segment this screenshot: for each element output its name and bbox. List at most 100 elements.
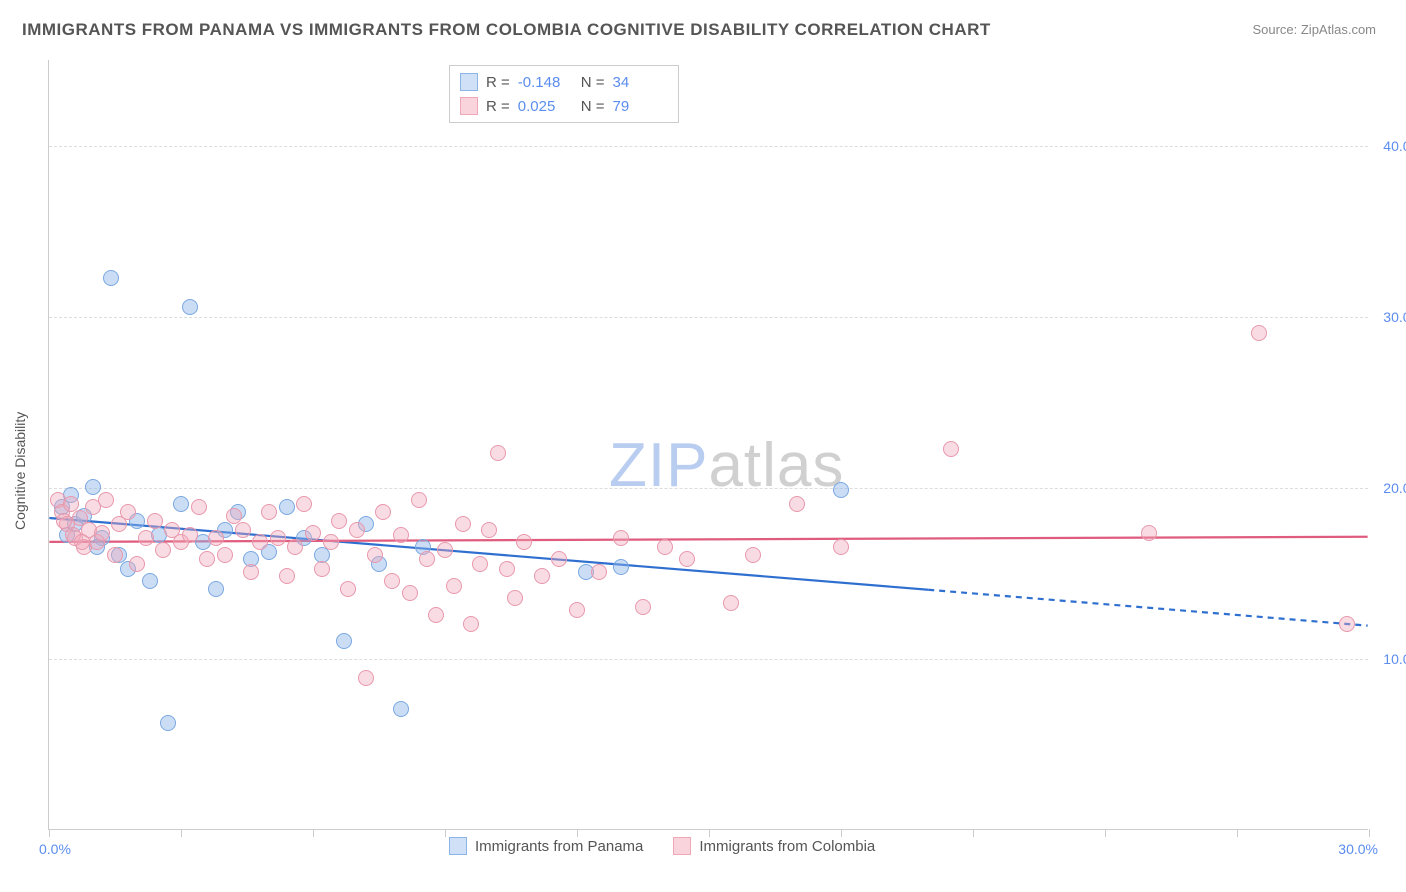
data-point bbox=[723, 595, 739, 611]
legend-label-panama: Immigrants from Panama bbox=[475, 838, 643, 855]
data-point bbox=[155, 542, 171, 558]
data-point bbox=[428, 607, 444, 623]
data-point bbox=[591, 564, 607, 580]
data-point bbox=[635, 599, 651, 615]
watermark-zip: ZIP bbox=[609, 431, 708, 500]
data-point bbox=[107, 547, 123, 563]
data-point bbox=[182, 527, 198, 543]
n-label: N = bbox=[581, 98, 605, 115]
data-point bbox=[358, 670, 374, 686]
data-point bbox=[142, 573, 158, 589]
data-point bbox=[287, 539, 303, 555]
data-point bbox=[340, 581, 356, 597]
gridline bbox=[49, 317, 1368, 318]
data-point bbox=[279, 568, 295, 584]
data-point bbox=[679, 551, 695, 567]
data-point bbox=[305, 525, 321, 541]
r-label: R = bbox=[486, 74, 510, 91]
y-tick-label: 10.0% bbox=[1383, 651, 1406, 667]
data-point bbox=[613, 530, 629, 546]
data-point bbox=[199, 551, 215, 567]
gridline bbox=[49, 146, 1368, 147]
data-point bbox=[323, 534, 339, 550]
r-value-colombia: 0.025 bbox=[518, 98, 573, 115]
data-point bbox=[499, 561, 515, 577]
correlation-legend: R = -0.148 N = 34 R = 0.025 N = 79 bbox=[449, 65, 679, 123]
data-point bbox=[446, 578, 462, 594]
data-point bbox=[393, 701, 409, 717]
data-point bbox=[296, 496, 312, 512]
data-point bbox=[833, 482, 849, 498]
data-point bbox=[191, 499, 207, 515]
y-tick-label: 20.0% bbox=[1383, 480, 1406, 496]
r-label: R = bbox=[486, 98, 510, 115]
data-point bbox=[375, 504, 391, 520]
data-point bbox=[85, 479, 101, 495]
data-point bbox=[208, 530, 224, 546]
data-point bbox=[331, 513, 347, 529]
y-axis-label: Cognitive Disability bbox=[12, 412, 28, 530]
data-point bbox=[419, 551, 435, 567]
data-point bbox=[613, 559, 629, 575]
watermark: ZIPatlas bbox=[609, 430, 844, 501]
regression-lines bbox=[49, 60, 1368, 829]
chart-title: IMMIGRANTS FROM PANAMA VS IMMIGRANTS FRO… bbox=[22, 20, 991, 40]
data-point bbox=[314, 561, 330, 577]
data-point bbox=[472, 556, 488, 572]
legend-label-colombia: Immigrants from Colombia bbox=[699, 838, 875, 855]
gridline bbox=[49, 659, 1368, 660]
data-point bbox=[1339, 616, 1355, 632]
data-point bbox=[147, 513, 163, 529]
data-point bbox=[74, 534, 90, 550]
swatch-pink-icon bbox=[460, 97, 478, 115]
legend-item-colombia: Immigrants from Colombia bbox=[673, 837, 875, 855]
x-tick bbox=[49, 829, 50, 837]
x-tick bbox=[1237, 829, 1238, 837]
plot-area: ZIPatlas R = -0.148 N = 34 R = 0.025 N =… bbox=[48, 60, 1368, 830]
x-tick bbox=[577, 829, 578, 837]
legend-row-colombia: R = 0.025 N = 79 bbox=[460, 94, 668, 118]
n-value-colombia: 79 bbox=[613, 98, 668, 115]
x-tick bbox=[973, 829, 974, 837]
watermark-atlas: atlas bbox=[708, 431, 844, 500]
data-point bbox=[279, 499, 295, 515]
x-axis-label-max: 30.0% bbox=[1338, 841, 1378, 857]
data-point bbox=[455, 516, 471, 532]
swatch-pink-icon bbox=[673, 837, 691, 855]
legend-item-panama: Immigrants from Panama bbox=[449, 837, 643, 855]
data-point bbox=[120, 504, 136, 520]
series-legend: Immigrants from Panama Immigrants from C… bbox=[449, 837, 875, 855]
data-point bbox=[657, 539, 673, 555]
x-tick bbox=[709, 829, 710, 837]
data-point bbox=[98, 492, 114, 508]
data-point bbox=[384, 573, 400, 589]
data-point bbox=[516, 534, 532, 550]
swatch-blue-icon bbox=[449, 837, 467, 855]
data-point bbox=[103, 270, 119, 286]
data-point bbox=[94, 525, 110, 541]
data-point bbox=[243, 564, 259, 580]
data-point bbox=[943, 441, 959, 457]
data-point bbox=[481, 522, 497, 538]
data-point bbox=[490, 445, 506, 461]
data-point bbox=[551, 551, 567, 567]
data-point bbox=[402, 585, 418, 601]
x-tick bbox=[181, 829, 182, 837]
swatch-blue-icon bbox=[460, 73, 478, 91]
data-point bbox=[507, 590, 523, 606]
data-point bbox=[138, 530, 154, 546]
x-tick bbox=[313, 829, 314, 837]
y-tick-label: 30.0% bbox=[1383, 309, 1406, 325]
x-tick bbox=[445, 829, 446, 837]
data-point bbox=[336, 633, 352, 649]
data-point bbox=[182, 299, 198, 315]
r-value-panama: -0.148 bbox=[518, 74, 573, 91]
data-point bbox=[173, 496, 189, 512]
data-point bbox=[217, 547, 233, 563]
source-attribution: Source: ZipAtlas.com bbox=[1252, 22, 1376, 37]
x-axis-label-min: 0.0% bbox=[39, 841, 71, 857]
legend-row-panama: R = -0.148 N = 34 bbox=[460, 70, 668, 94]
x-tick bbox=[841, 829, 842, 837]
gridline bbox=[49, 488, 1368, 489]
data-point bbox=[367, 547, 383, 563]
